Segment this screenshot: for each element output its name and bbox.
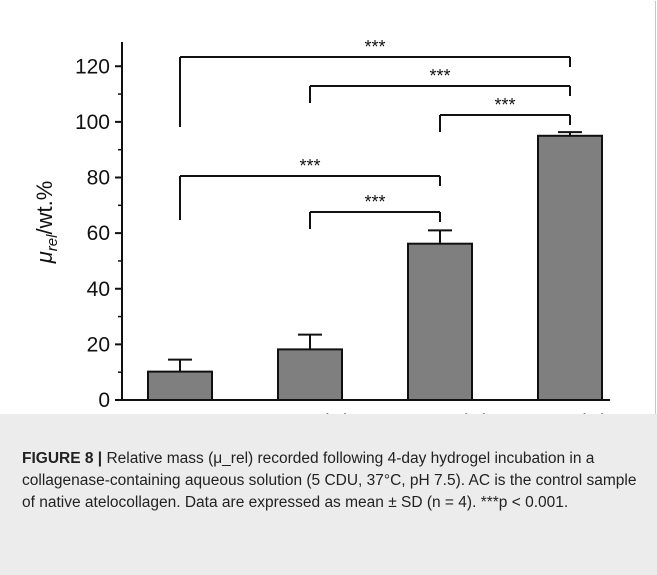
- sig-label-2: ***: [494, 95, 515, 115]
- sig-label-1: ***: [429, 66, 450, 86]
- caption-text: Relative mass (μ_rel) recorded following…: [22, 450, 637, 511]
- x-tick-label-2: 4VBC25(H)*: [382, 411, 498, 414]
- bar-2: [407, 242, 473, 401]
- y-tick-label-4: 80: [87, 167, 110, 190]
- bar-3: [537, 134, 603, 401]
- y-axis-label: μrel/wt.%: [32, 181, 61, 265]
- y-tick-label-0: 0: [98, 389, 110, 412]
- sig-label-4: ***: [364, 192, 385, 212]
- y-tick-label-6: 120: [75, 55, 110, 78]
- bar-1: [277, 348, 343, 402]
- bar-chart: 0 20 40 60 80 100 120 AC MA0.3(H)* 4VBC25(H)* MA25…: [32, 37, 616, 414]
- caption-label: FIGURE 8 |: [22, 450, 103, 467]
- y-tick-label-1: 20: [87, 333, 110, 356]
- caption-background: [0, 414, 657, 575]
- sig-label-0: ***: [364, 37, 385, 57]
- bar-0: [147, 370, 213, 402]
- y-tick-label-3: 60: [87, 222, 110, 245]
- x-tick-label-1: MA0.3(H)*: [261, 411, 359, 414]
- sig-label-3: ***: [299, 156, 320, 176]
- y-tick-label-5: 100: [75, 111, 110, 134]
- y-tick-label-2: 40: [87, 278, 110, 301]
- x-tick-label-0: AC: [165, 411, 194, 414]
- figure-caption: FIGURE 8 | Relative mass (μ_rel) recorde…: [22, 448, 640, 514]
- x-tick-label-3: MA25(H)*: [524, 411, 616, 414]
